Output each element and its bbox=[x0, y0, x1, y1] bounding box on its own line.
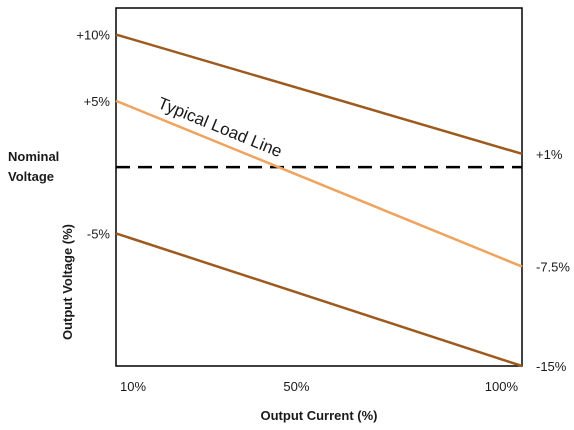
series-line-typical bbox=[115, 99, 523, 268]
x-axis-title: Output Current (%) bbox=[261, 408, 378, 423]
plot-frame bbox=[115, 7, 523, 367]
series-line-lower bbox=[115, 232, 523, 368]
right-value-label-upper: +1% bbox=[536, 147, 563, 162]
x-tick-label: 100% bbox=[485, 379, 519, 394]
y-axis-title: Output Voltage (%) bbox=[60, 224, 75, 340]
typical-load-line-annotation: Typical Load Line bbox=[155, 94, 285, 162]
series-line-upper bbox=[115, 33, 523, 156]
left-value-label-typical: +5% bbox=[84, 94, 111, 109]
nominal-voltage-label-line2: Voltage bbox=[8, 169, 54, 184]
right-value-label-typical: -7.5% bbox=[536, 260, 570, 275]
left-value-label-lower: -5% bbox=[87, 226, 111, 241]
x-tick-label: 50% bbox=[283, 379, 309, 394]
right-value-label-lower: -15% bbox=[536, 359, 567, 374]
series-layer bbox=[115, 33, 523, 368]
x-tick-label: 10% bbox=[120, 379, 146, 394]
left-value-label-upper: +10% bbox=[76, 28, 110, 43]
label-layer: +10% +1% +5% -7.5% -5% -15% 10% 50% 100% bbox=[76, 28, 570, 394]
nominal-voltage-label-line1: Nominal bbox=[8, 149, 59, 164]
